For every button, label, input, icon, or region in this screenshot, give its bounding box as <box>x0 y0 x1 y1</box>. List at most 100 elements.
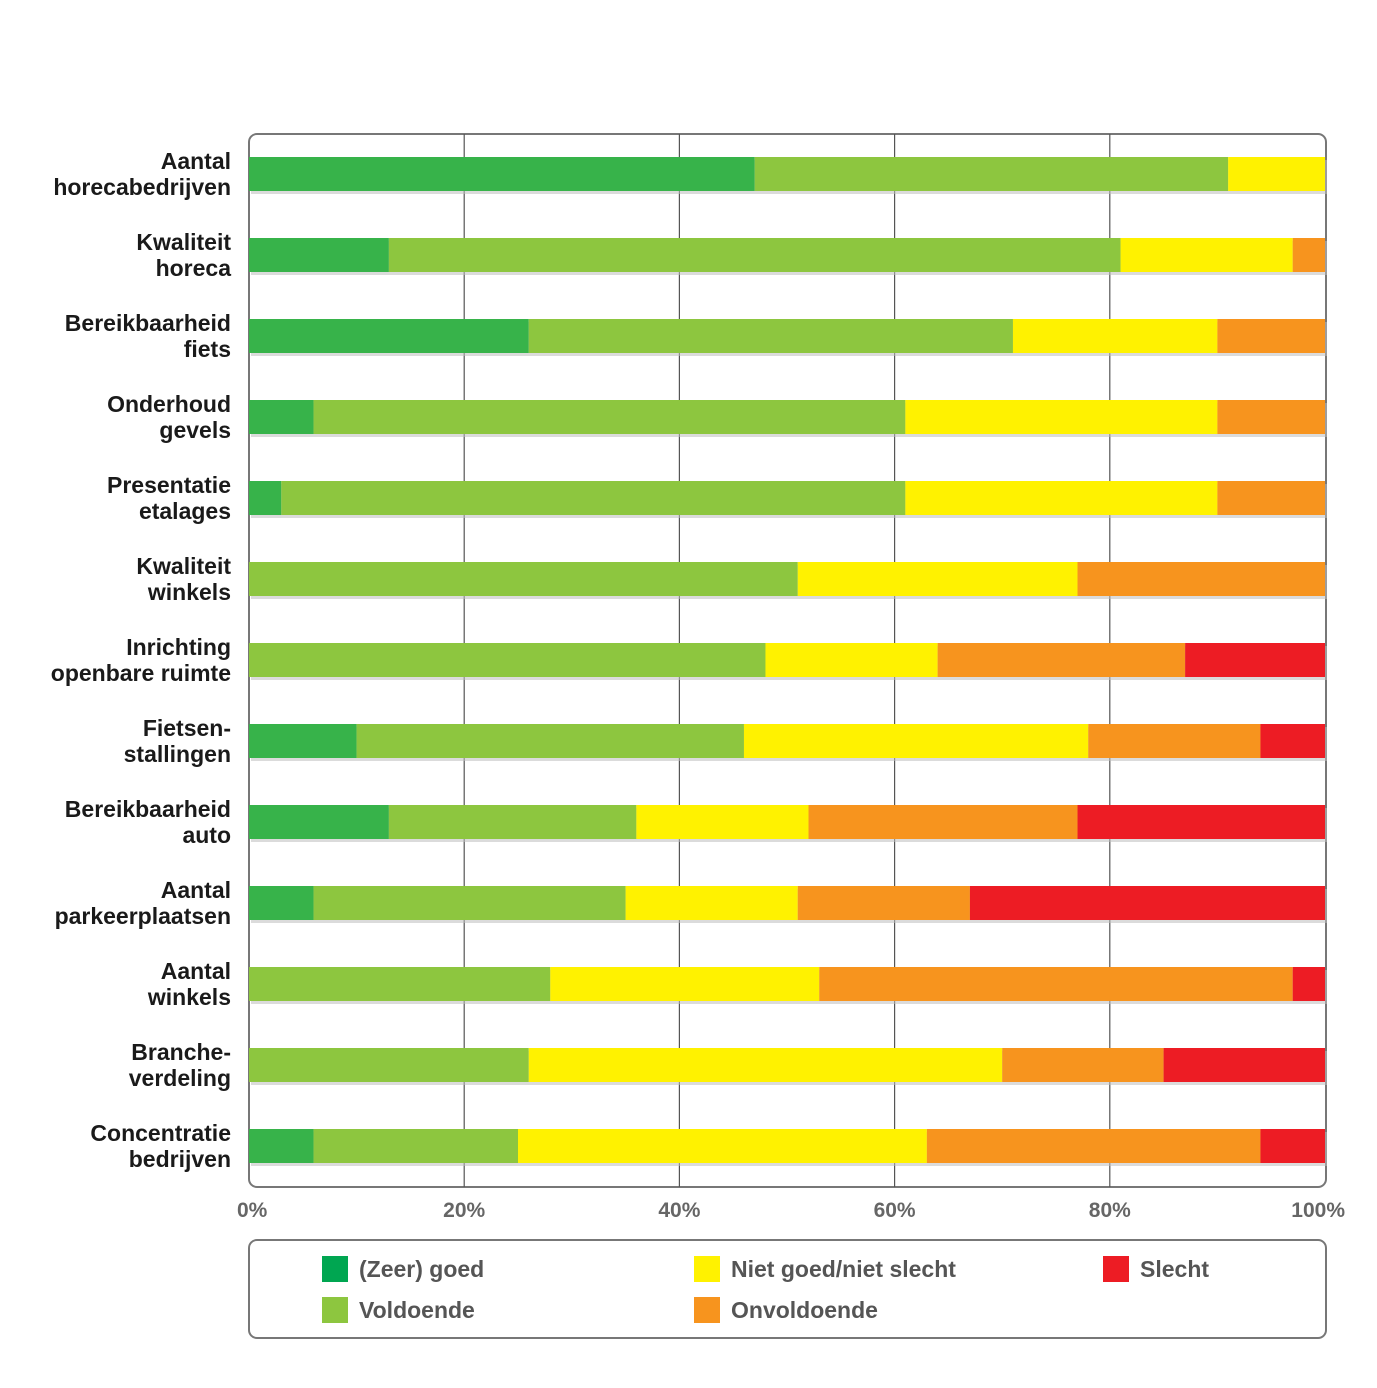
category-label: Branche-verdeling <box>129 1039 231 1091</box>
bar-segment <box>249 967 551 1001</box>
bar-row <box>249 1048 1327 1085</box>
category-label: Concentratie bedrijven <box>90 1120 231 1172</box>
bar-row <box>249 1129 1327 1166</box>
x-tick-label: 100% <box>1291 1199 1345 1222</box>
bar-segment <box>249 1048 529 1082</box>
bar-row <box>249 643 1327 680</box>
bar-segment <box>937 643 1186 677</box>
legend-item: Voldoende <box>322 1297 475 1323</box>
bar-segment <box>1217 400 1325 434</box>
bar-segment <box>819 967 1293 1001</box>
legend-box <box>248 1239 1327 1339</box>
bar-segment <box>1185 643 1325 677</box>
category-label: Inrichting openbare ruimte <box>51 634 231 686</box>
category-labels: Aantal horecabedrijven Kwaliteit horeca Bere… <box>51 148 232 1172</box>
bar-row <box>249 724 1327 761</box>
bar-segment <box>808 805 1078 839</box>
category-label: Aantal winkels <box>147 958 231 1010</box>
legend-swatch <box>322 1256 348 1282</box>
bar-segment <box>1292 967 1325 1001</box>
legend-item: Onvoldoende <box>694 1297 878 1323</box>
bar-segment <box>313 400 906 434</box>
bar-row <box>249 238 1327 275</box>
legend-label: Niet goed/niet slecht <box>731 1256 956 1282</box>
bar-segment <box>249 805 389 839</box>
bar-segment <box>636 805 809 839</box>
bar-segment <box>388 805 637 839</box>
bar-segment <box>356 724 744 758</box>
bar-segment <box>1217 319 1325 353</box>
bar-segment <box>249 238 389 272</box>
bar-segment <box>249 1129 314 1163</box>
bar-segment <box>313 1129 518 1163</box>
bar-segment <box>1088 724 1261 758</box>
bar-segment <box>1228 157 1325 191</box>
bar-segment <box>1077 805 1325 839</box>
bar-segment <box>249 562 798 596</box>
bar-segment <box>388 238 1121 272</box>
bar-row <box>249 805 1327 842</box>
bar-segment <box>249 724 357 758</box>
bar-segment <box>1260 724 1325 758</box>
category-label: Onderhoud gevels <box>107 391 231 443</box>
bar-segment <box>1163 1048 1325 1082</box>
bar-segment <box>1292 238 1325 272</box>
legend-swatch <box>322 1297 348 1323</box>
bar-segment <box>249 886 314 920</box>
x-tick-label: 0% <box>237 1199 268 1222</box>
bar-segment <box>797 886 970 920</box>
bar-row <box>249 319 1327 356</box>
legend-label: Slecht <box>1140 1256 1209 1282</box>
bar-segment <box>249 481 282 515</box>
bar-segment <box>969 886 1325 920</box>
bar-row <box>249 562 1327 599</box>
legend-item: Niet goed/niet slecht <box>694 1256 956 1282</box>
bar-segment <box>797 562 1078 596</box>
bar-segment <box>249 643 766 677</box>
legend-item: Slecht <box>1103 1256 1209 1282</box>
bar-row <box>249 157 1327 194</box>
bar-row <box>249 886 1327 923</box>
bar-segment <box>743 724 1089 758</box>
legend-label: Voldoende <box>359 1297 475 1323</box>
category-label: Kwaliteit winkels <box>136 553 231 605</box>
bar-segment <box>550 967 820 1001</box>
bar-segment <box>1012 319 1218 353</box>
bar-segment <box>1260 1129 1325 1163</box>
bar-segment <box>1002 1048 1164 1082</box>
category-label: Bereikbaarheid fiets <box>65 310 231 362</box>
x-tick-label: 80% <box>1089 1199 1131 1222</box>
bar-segment <box>528 319 1013 353</box>
category-label: Aantal horecabedrijven <box>53 148 231 200</box>
bar-segment <box>905 481 1218 515</box>
bar-segment <box>281 481 906 515</box>
x-tick-label: 20% <box>443 1199 485 1222</box>
bar-segment <box>249 157 755 191</box>
legend-item: (Zeer) goed <box>322 1256 484 1282</box>
bar-segment <box>905 400 1218 434</box>
category-label: Kwaliteit horeca <box>136 229 231 281</box>
bar-row <box>249 400 1327 437</box>
legend-swatch <box>1103 1256 1129 1282</box>
x-tick-label: 60% <box>874 1199 916 1222</box>
category-label: Fietsen-stallingen <box>124 715 231 767</box>
bar-segment <box>249 319 529 353</box>
bar-segment <box>754 157 1229 191</box>
bar-segment <box>313 886 626 920</box>
legend-label: Onvoldoende <box>731 1297 878 1323</box>
bar-segment <box>528 1048 1003 1082</box>
category-label: Aantal parkeerplaatsen <box>55 877 231 929</box>
category-label: Bereikbaarheid auto <box>65 796 231 848</box>
bar-row <box>249 481 1327 518</box>
bar-segment <box>518 1129 927 1163</box>
bar-segment <box>765 643 938 677</box>
legend-label: (Zeer) goed <box>359 1256 484 1282</box>
bar-segment <box>1120 238 1293 272</box>
x-axis-tick-labels: 0% 20% 40% 60% 80% 100% <box>237 1199 1345 1222</box>
bars <box>249 157 1327 1166</box>
bar-segment <box>249 400 314 434</box>
legend-swatch <box>694 1297 720 1323</box>
category-label: Presentatie etalages <box>107 472 231 524</box>
